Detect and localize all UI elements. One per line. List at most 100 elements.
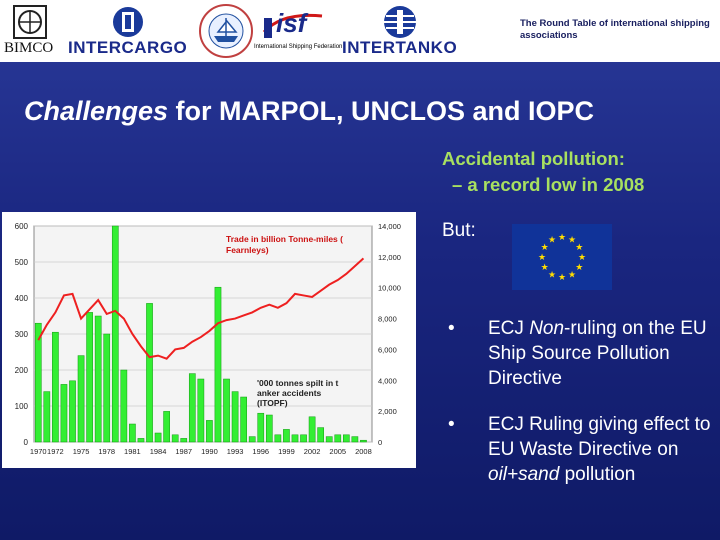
y-left-tick-label: 200 — [15, 366, 29, 375]
eu-star: ★ — [575, 243, 583, 253]
x-tick-label: 1984 — [150, 447, 167, 456]
bullet-post: pollution — [559, 464, 636, 485]
header-logo-strip: BIMCO INTERCARGO isf International Shipp… — [0, 0, 720, 62]
spill-bar — [351, 436, 359, 443]
intertanko-label: INTERTANKO — [342, 38, 458, 57]
spill-bar — [180, 438, 188, 443]
eu-star: ★ — [548, 270, 556, 280]
spill-bar — [163, 411, 170, 443]
x-tick-label: 2008 — [355, 447, 372, 456]
spill-bar — [291, 434, 299, 443]
spill-bar — [69, 380, 76, 443]
spill-bar — [146, 303, 153, 443]
spill-bar — [206, 420, 213, 443]
round-table-caption: The Round Table of international shippin… — [520, 18, 710, 41]
x-tick-label: 2005 — [329, 447, 346, 456]
eu-star: ★ — [575, 263, 583, 273]
spill-bar — [137, 438, 145, 443]
isf-logo — [262, 10, 326, 45]
spill-bar — [248, 436, 256, 443]
x-tick-label: 1996 — [252, 447, 269, 456]
spill-bar — [231, 391, 239, 443]
ics-logo — [196, 2, 256, 65]
eu-star: ★ — [568, 236, 576, 246]
spill-bar — [274, 434, 282, 443]
title-emphasis: Challenges — [24, 96, 169, 126]
spill-bar — [60, 384, 68, 443]
eu-star: ★ — [541, 263, 549, 273]
bimco-label: BIMCO — [4, 40, 54, 56]
annotation-spills-line: (ITOPF) — [257, 398, 288, 408]
y-left-tick-label: 500 — [15, 258, 29, 267]
spill-bar — [77, 355, 85, 443]
annotation-trade-line: Fearnleys) — [226, 245, 269, 255]
spill-bar — [300, 434, 307, 443]
y-right-tick-label: 12,000 — [378, 253, 401, 262]
bullet-pre: ECJ Ruling giving effect to EU Waste Dir… — [488, 414, 711, 460]
intercargo-label: INTERCARGO — [68, 38, 188, 57]
accidental-line-1: Accidental pollution: — [442, 148, 625, 169]
y-right-tick-label: 4,000 — [378, 376, 397, 385]
spill-bar — [129, 423, 136, 443]
spill-bar — [265, 414, 273, 443]
y-right-tick-label: 2,000 — [378, 407, 397, 416]
bullet-em: oil+sand — [488, 464, 560, 485]
bullet-ecj-non-ruling: • ECJ Non-ruling on the EU Ship Source P… — [448, 316, 718, 396]
spill-bar — [240, 396, 247, 443]
isf-swoosh-icon — [262, 13, 323, 38]
but-label: But: — [442, 220, 476, 241]
eu-flag: ★ ★ ★ ★ ★ ★ ★ ★ ★ ★ ★ ★ — [512, 224, 612, 290]
spill-bar — [120, 369, 128, 443]
spill-bar — [283, 429, 290, 443]
spill-bar — [317, 427, 324, 443]
eu-star: ★ — [558, 273, 566, 283]
x-tick-label: 1975 — [73, 447, 90, 456]
spill-bar — [43, 391, 51, 443]
spill-bar — [103, 333, 111, 443]
y-right-tick-label: 6,000 — [378, 345, 397, 354]
y-left-tick-label: 300 — [15, 330, 29, 339]
y-left-tick-label: 0 — [24, 438, 29, 447]
eu-star: ★ — [548, 236, 556, 246]
x-tick-label: 1987 — [175, 447, 192, 456]
spill-bar — [111, 225, 119, 443]
spill-bar — [34, 322, 42, 443]
intertanko-globe-icon — [384, 6, 416, 38]
y-right-tick-label: 8,000 — [378, 315, 397, 324]
x-tick-label: 1970 — [30, 447, 47, 456]
spill-bar — [308, 416, 316, 443]
x-tick-label: 1972 — [47, 447, 64, 456]
bullet-text: ECJ Non-ruling on the EU Ship Source Pol… — [488, 316, 720, 391]
y-left-tick-label: 400 — [15, 294, 29, 303]
spill-bar — [86, 312, 93, 443]
bullet-post: -ruling on the EU Ship Source Pollution … — [488, 318, 707, 389]
y-right-tick-label: 14,000 — [378, 222, 401, 231]
x-tick-label: 1978 — [98, 447, 115, 456]
annotation-spills-line: '000 tonnes spilt in t — [257, 378, 339, 388]
eu-star: ★ — [568, 270, 576, 280]
spill-bar — [325, 436, 333, 443]
y-right-tick-label: 10,000 — [378, 284, 401, 293]
chart-svg: 0 100 200 300 400 500 600 0 2,000 4,000 6,000 8,000… — [15, 222, 401, 456]
eu-star: ★ — [538, 253, 546, 263]
y-left-tick-label: 100 — [15, 402, 29, 411]
y-left-tick-label: 600 — [15, 222, 29, 231]
oil-spill-trade-chart: 0 100 200 300 400 500 600 0 2,000 4,000 6,000 8,000… — [2, 212, 416, 468]
spill-bar — [214, 286, 222, 443]
spill-bar — [154, 432, 162, 443]
annotation-trade: Trade in billion Tonne-miles (Fearnleys) — [226, 234, 343, 255]
x-tick-label: 1999 — [278, 447, 295, 456]
spill-bar — [342, 434, 350, 443]
x-tick-label: 1993 — [227, 447, 244, 456]
intercargo-logo — [108, 4, 148, 45]
intertanko-logo — [380, 4, 420, 45]
eu-star: ★ — [558, 233, 566, 243]
isf-label: isf — [276, 8, 307, 38]
bimco-logo — [6, 4, 56, 47]
annotation-spills-line: anker accidents — [257, 388, 324, 398]
bullet-em: Non — [529, 318, 565, 339]
y-right-tick-label: 0 — [378, 438, 382, 447]
eu-star: ★ — [541, 243, 549, 253]
spill-bar — [257, 412, 265, 443]
annotation-spills: '000 tonnes spilt in t anker accidents (I… — [257, 378, 339, 408]
